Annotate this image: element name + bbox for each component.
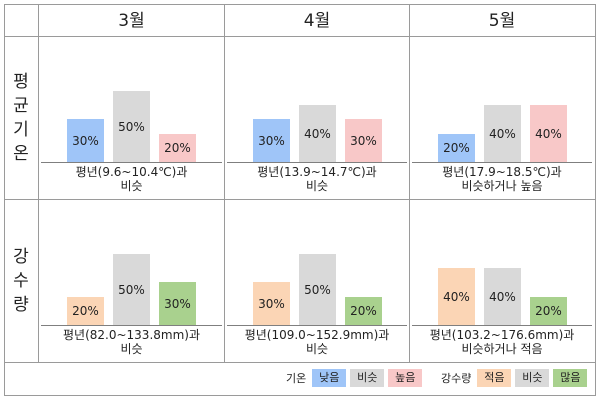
bar-value-label: 30% (258, 296, 285, 311)
legend-divider (5, 362, 595, 363)
row-label-char: 강 (13, 247, 29, 267)
chart-bar: 20% (159, 134, 196, 162)
chart-caption-line: 비슷 (120, 342, 143, 356)
legend-swatch-more: 많음 (553, 369, 588, 387)
chart-caption-line: 비슷하거나 높음 (461, 179, 543, 193)
row-label-char: 기 (13, 120, 29, 140)
chart-caption-line: 비슷 (305, 342, 329, 356)
legend-swatch-high: 높음 (388, 369, 423, 387)
chart-bar: 40% (530, 105, 567, 162)
chart-bar: 50% (113, 254, 150, 325)
chart-caption-line: 평년(17.9~18.5℃)과 (442, 165, 562, 179)
row-label-temperature: 평 균 기 온 (5, 70, 37, 166)
legend-swatch-less: 적음 (477, 369, 512, 387)
bar-value-label: 30% (258, 133, 285, 148)
chart-caption-line: 평년(103.2~176.6mm)과 (429, 328, 575, 342)
chart-caption-line: 비슷 (120, 179, 143, 193)
column-divider-2 (409, 5, 410, 362)
bar-value-label: 30% (350, 133, 377, 148)
chart-baseline (227, 325, 407, 326)
bar-value-label: 40% (443, 289, 470, 304)
bar-value-label: 20% (535, 304, 562, 318)
chart-bar: 40% (299, 105, 336, 162)
chart-bar: 50% (299, 254, 336, 325)
chart-bar: 30% (253, 119, 290, 162)
legend-swatch-similar: 비슷 (350, 369, 385, 387)
bar-value-label: 40% (304, 126, 331, 141)
bar-value-label: 20% (443, 141, 470, 155)
legend-temperature: 기온 낮음 비슷 높음 (286, 368, 426, 388)
bar-value-label: 50% (118, 119, 145, 134)
bar-value-label: 20% (164, 141, 191, 155)
bar-value-label: 40% (535, 126, 562, 141)
chart-caption: 평년(103.2~176.6mm)과 비슷하거나 적음 (410, 328, 594, 356)
chart-caption-line: 평년(82.0~133.8mm)과 (63, 328, 200, 342)
bar-value-label: 50% (118, 282, 145, 297)
header-divider (5, 36, 595, 37)
chart-baseline (41, 325, 222, 326)
row-divider (5, 199, 595, 200)
month-header-april: 4월 (303, 11, 331, 31)
month-header-march: 3월 (118, 11, 145, 31)
legend-swatch-low: 낮음 (312, 369, 347, 387)
row-label-char: 수 (13, 271, 29, 291)
legend-precipitation: 강수량 적음 비슷 많음 (441, 368, 591, 388)
bar-value-label: 20% (350, 304, 377, 318)
chart-bar: 50% (113, 91, 150, 162)
bar-value-label: 40% (489, 289, 516, 304)
chart-baseline (41, 162, 222, 163)
chart-bar: 40% (438, 268, 475, 325)
legend-swatch-similar: 비슷 (515, 369, 550, 387)
chart-caption: 평년(9.6~10.4℃)과 비슷 (39, 165, 224, 193)
table-border (4, 4, 596, 396)
chart-caption: 평년(82.0~133.8mm)과 비슷 (39, 328, 224, 356)
chart-baseline (412, 162, 592, 163)
month-header-may: 5월 (488, 11, 516, 31)
row-label-char: 균 (13, 96, 29, 116)
chart-baseline (412, 325, 592, 326)
chart-bar: 20% (530, 297, 567, 325)
chart-caption-line: 평년(13.9~14.7℃)과 (257, 165, 377, 179)
row-label-char: 평 (13, 72, 29, 92)
chart-bar: 20% (345, 297, 382, 325)
label-column-divider (38, 5, 39, 362)
bar-value-label: 50% (304, 282, 331, 297)
chart-caption-line: 평년(109.0~152.9mm)과 (244, 328, 390, 342)
chart-bar: 30% (253, 282, 290, 325)
chart-baseline (227, 162, 407, 163)
chart-bar: 30% (67, 119, 104, 162)
chart-caption: 평년(109.0~152.9mm)과 비슷 (225, 328, 409, 356)
chart-caption: 평년(17.9~18.5℃)과 비슷하거나 높음 (410, 165, 594, 193)
chart-caption-line: 비슷 (305, 179, 329, 193)
bar-value-label: 30% (72, 133, 99, 148)
column-divider-1 (224, 5, 225, 362)
chart-bar: 30% (345, 119, 382, 162)
chart-bar: 30% (159, 282, 196, 325)
chart-caption: 평년(13.9~14.7℃)과 비슷 (225, 165, 409, 193)
bar-value-label: 40% (489, 126, 516, 141)
chart-bar: 40% (484, 105, 521, 162)
legend-title: 기온 (286, 372, 307, 385)
chart-caption-line: 평년(9.6~10.4℃)과 (75, 165, 188, 179)
legend-title: 강수량 (441, 372, 472, 385)
chart-caption-line: 비슷하거나 적음 (461, 342, 543, 356)
chart-bar: 20% (438, 134, 475, 162)
bar-value-label: 30% (164, 296, 191, 311)
row-label-char: 온 (13, 144, 29, 164)
bar-value-label: 20% (72, 304, 99, 318)
row-label-precipitation: 강 수 량 (5, 245, 37, 317)
chart-bar: 40% (484, 268, 521, 325)
row-label-char: 량 (13, 295, 29, 315)
chart-bar: 20% (67, 297, 104, 325)
